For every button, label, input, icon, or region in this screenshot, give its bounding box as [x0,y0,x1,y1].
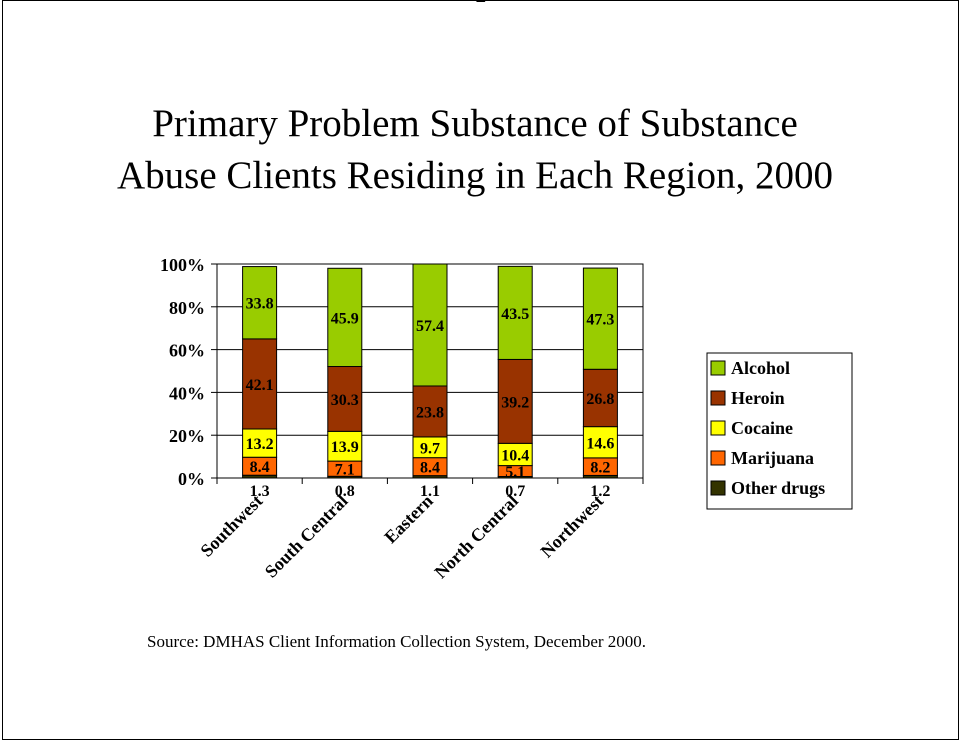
chart-title: Primary Problem Substance of Substance A… [60,98,890,202]
data-label-southwest-marijuana: 8.4 [250,459,270,476]
data-label-eastern-alcohol: 57.4 [416,318,444,335]
y-tick-label: 60% [169,341,205,361]
legend-label-other-drugs: Other drugs [731,478,825,498]
data-label-north-central-cocaine: 10.4 [501,447,529,464]
data-label-northwest-alcohol: 47.3 [586,312,614,329]
data-label-northwest-cocaine: 14.6 [586,435,614,452]
bar-north-central-alcohol [497,265,533,360]
y-tick-label: 100% [160,255,205,275]
data-label-north-central-other-drugs: 0.7 [505,483,525,500]
bar-southwest-heroin [242,338,278,430]
data-label-southwest-alcohol: 33.8 [246,296,274,313]
legend-swatch-cocaine [710,420,726,436]
data-label-south-central-cocaine: 13.9 [331,439,359,456]
data-label-southwest-cocaine: 13.2 [246,436,274,453]
y-tick-label: 0% [178,469,205,489]
legend-swatch-alcohol [710,360,726,376]
bar-northwest-alcohol [582,267,618,370]
bar-south-central-alcohol [327,267,363,368]
bar-south-central-cocaine [327,430,363,462]
y-tick-label: 80% [169,298,205,318]
data-label-eastern-heroin: 23.8 [416,404,444,421]
legend-label-cocaine: Cocaine [731,418,793,438]
x-tick-label-north-central: North Central [430,491,522,583]
source-note: Source: DMHAS Client Information Collect… [147,632,647,651]
bar-eastern-alcohol [412,263,448,387]
bar-southwest-alcohol [242,266,278,340]
legend-label-marijuana: Marijuana [731,448,814,468]
top-text-fragment: g [430,0,530,2]
data-label-eastern-other-drugs: 1.1 [420,483,440,500]
bar-southwest-cocaine [242,428,278,458]
legend-label-heroin: Heroin [731,388,785,408]
legend-swatch-marijuana [710,450,726,466]
x-tick-label-southwest: Southwest [196,491,266,561]
data-label-southwest-other-drugs: 1.3 [250,483,270,500]
x-tick-label-south-central: South Central [261,491,352,582]
data-label-eastern-cocaine: 9.7 [420,440,440,457]
data-label-southwest-heroin: 42.1 [246,377,274,394]
legend-label-alcohol: Alcohol [731,358,790,378]
data-label-northwest-other-drugs: 1.2 [590,483,610,500]
legend-swatch-other-drugs [710,480,726,496]
x-tick-label-northwest: Northwest [537,491,608,562]
stacked-bar-chart: 0% 20% 40% 60% 80% 100% 1.3 8.4 13.2 42.1 33.8 Sout… [160,255,853,583]
data-label-south-central-heroin: 30.3 [331,392,359,409]
bar-northwest-heroin [582,368,618,428]
chart-title-line-2: Abuse Clients Residing in Each Region, 2… [116,154,833,197]
legend-box [706,352,853,510]
y-tick-label: 40% [169,383,205,403]
data-label-eastern-marijuana: 8.4 [420,460,440,477]
data-label-northwest-marijuana: 8.2 [590,460,610,477]
bar-south-central-heroin [327,366,363,432]
data-label-north-central-alcohol: 43.5 [501,306,529,323]
data-label-south-central-marijuana: 7.1 [335,462,355,479]
data-label-north-central-marijuana: 5.1 [505,464,525,481]
y-tick-label: 20% [169,426,205,446]
x-tick-label-eastern: Eastern [380,491,437,548]
data-label-northwest-heroin: 26.8 [586,391,614,408]
data-label-north-central-heroin: 39.2 [501,394,529,411]
data-label-south-central-other-drugs: 0.8 [335,483,355,500]
legend-swatch-heroin [710,390,726,406]
chart-title-line-1: Primary Problem Substance of Substance [152,102,798,145]
data-label-south-central-alcohol: 45.9 [331,310,359,327]
